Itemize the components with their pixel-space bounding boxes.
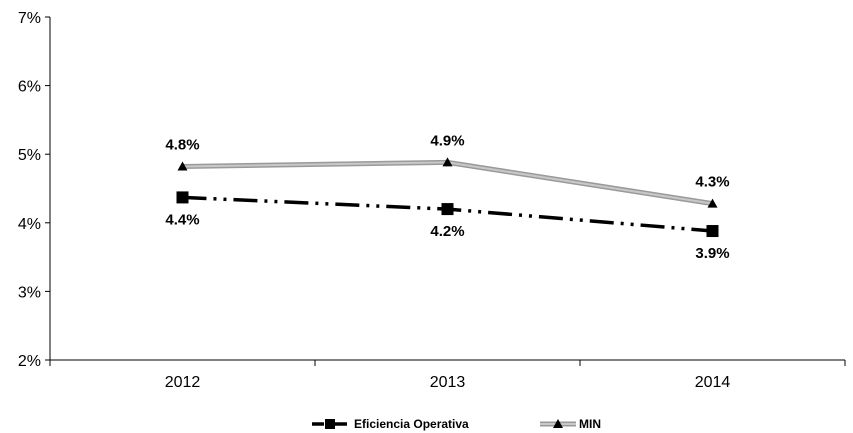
data-point-eficiencia [176, 191, 189, 204]
data-point-eficiencia [441, 203, 454, 216]
x-tick-label: 2014 [695, 374, 731, 391]
legend-label-eficiencia: Eficiencia Operativa [354, 417, 469, 431]
data-label-min: 4.9% [430, 132, 464, 149]
legend-marker-min [553, 419, 563, 428]
series-line-min-outer [182, 159, 713, 207]
y-tick-label: 6% [18, 79, 41, 96]
data-point-min [177, 161, 188, 171]
x-tick-label: 2013 [430, 374, 466, 391]
series-line-min [182, 161, 713, 205]
data-labels: 4.4% 4.2% 3.9% 4.8% 4.9% 4.3% [165, 132, 729, 262]
data-point-eficiencia [706, 225, 719, 238]
legend-label-min: MIN [579, 417, 601, 431]
data-label-min: 4.8% [165, 137, 199, 154]
axes: 2% 3% 4% 5% 6% 7% 2012 2013 2014 [18, 10, 846, 391]
data-label-eficiencia: 4.4% [165, 211, 199, 228]
data-point-min [442, 157, 453, 167]
legend: Eficiencia Operativa MIN [312, 417, 601, 431]
x-tick-label: 2012 [165, 374, 201, 391]
data-point-min [707, 198, 718, 208]
y-tick-label: 4% [18, 216, 41, 233]
data-label-min: 4.3% [695, 174, 729, 191]
y-tick-label: 5% [18, 147, 41, 164]
series-layer [176, 157, 719, 238]
data-label-eficiencia: 4.2% [430, 223, 464, 240]
y-tick-label: 7% [18, 10, 41, 27]
y-tick-label: 2% [18, 353, 41, 370]
data-label-eficiencia: 3.9% [695, 245, 729, 262]
legend-marker-eficiencia [325, 419, 335, 429]
y-tick-label: 3% [18, 284, 41, 301]
